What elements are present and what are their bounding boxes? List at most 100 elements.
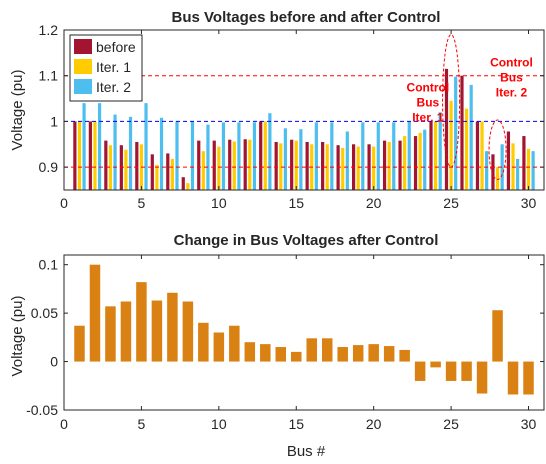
- chart1-bar: [367, 144, 371, 190]
- chart2-bar: [229, 325, 240, 362]
- voltage-chart: Bus Voltages before and after Control Vo…: [9, 9, 545, 211]
- chart1-xtick-label: 0: [60, 195, 68, 211]
- chart1-bar: [237, 122, 241, 190]
- chart1-bar: [434, 121, 438, 190]
- chart2-bar: [523, 361, 534, 395]
- legend-label: before: [96, 39, 136, 55]
- chart1-bar: [252, 122, 257, 190]
- chart1-bar: [495, 167, 500, 190]
- chart2-bar: [89, 264, 101, 362]
- chart2-bar: [445, 361, 457, 381]
- chart2-ytick-label: 0.1: [39, 257, 59, 273]
- chart1-bar: [135, 142, 139, 190]
- chart1-bar: [392, 122, 396, 190]
- chart1-bar: [283, 128, 287, 190]
- chart1-bar: [190, 121, 195, 190]
- chart1-bar: [464, 108, 469, 190]
- chart1-bar: [444, 68, 449, 190]
- chart2-bar: [74, 325, 85, 362]
- chart1-bar: [206, 124, 210, 190]
- chart1-bar: [341, 147, 345, 190]
- chart2-bar: [352, 345, 364, 362]
- chart1-annotation: Control Bus Iter. 2: [490, 56, 533, 100]
- chart1-bar: [526, 148, 531, 190]
- chart1-bar: [413, 136, 418, 190]
- chart1-bar: [268, 113, 272, 190]
- chart1-bar: [201, 151, 205, 190]
- chart1-bar: [144, 103, 148, 190]
- legend-label: Iter. 1: [96, 59, 131, 75]
- chart2-ylabel: Voltage (pu): [9, 296, 26, 377]
- chart1-plot-area: [63, 29, 545, 191]
- chart2-bar: [383, 346, 395, 362]
- chart1-bar: [345, 131, 349, 190]
- chart2-bar: [291, 351, 302, 362]
- chart2-xtick-label: 15: [288, 416, 304, 432]
- chart2-bar: [306, 338, 317, 362]
- chart1-bar: [454, 76, 458, 190]
- chart2-xtick-label: 5: [138, 416, 146, 432]
- legend-swatch: [74, 79, 92, 94]
- chart1-annotation: Control Bus Iter. 1: [407, 81, 450, 125]
- chart1-bar: [460, 75, 464, 190]
- chart2-bar: [198, 322, 209, 362]
- chart1-bar: [500, 144, 504, 190]
- chart1-bar: [376, 122, 380, 190]
- chart1-highlight-ellipse: [488, 119, 507, 180]
- chart1-bar: [403, 136, 407, 190]
- chart1-bar: [361, 122, 365, 190]
- chart1-bar: [469, 84, 473, 190]
- chart1-bar: [124, 149, 128, 190]
- chart2-xlabel: Bus #: [287, 443, 326, 460]
- chart1-bar: [93, 121, 97, 190]
- chart1-bar: [299, 129, 303, 190]
- chart1-bar: [150, 154, 154, 190]
- chart1-legend: before Iter. 1 Iter. 2: [69, 34, 143, 102]
- chart2-bar: [260, 344, 271, 362]
- chart2-xtick-label: 25: [443, 416, 459, 432]
- chart1-bar: [475, 121, 480, 190]
- chart2-bar: [244, 342, 256, 362]
- chart2-bar: [368, 344, 379, 362]
- chart2-bar: [105, 306, 116, 362]
- chart1-bar: [305, 142, 309, 190]
- chart1-bar: [170, 158, 174, 190]
- chart1-xtick-label: 5: [138, 195, 146, 211]
- chart1-bar: [398, 140, 402, 190]
- chart1-bar: [232, 141, 236, 190]
- chart2-bar: [136, 282, 147, 362]
- chart1-bar: [243, 139, 247, 190]
- chart1-xtick-label: 20: [366, 195, 382, 211]
- chart2-bar: [120, 301, 132, 362]
- chart2-ytick-label: -0.05: [26, 402, 58, 418]
- chart2-bar: [167, 292, 178, 362]
- chart1-bar: [212, 140, 216, 190]
- chart2-plot-area: [63, 254, 545, 411]
- chart1-bar: [104, 140, 108, 190]
- chart2-xtick-label: 10: [211, 416, 227, 432]
- chart1-bar: [259, 121, 263, 190]
- chart1-bar: [429, 121, 433, 190]
- chart1-bar: [480, 121, 484, 190]
- chart2-bar: [182, 301, 194, 362]
- chart2-bar: [399, 349, 410, 362]
- chart1-bar: [506, 131, 511, 190]
- chart1-bar: [321, 142, 325, 190]
- chart1-bar: [128, 116, 133, 190]
- chart2-bar: [414, 361, 426, 381]
- chart1-bar: [290, 139, 294, 190]
- chart1-bar: [166, 153, 170, 190]
- chart2-bar: [151, 300, 163, 362]
- chart2-bar: [507, 361, 519, 395]
- legend-swatch: [74, 39, 92, 54]
- chart1-ytick-label: 0.9: [39, 159, 59, 175]
- chart1-bar: [228, 139, 232, 190]
- chart1-bar: [175, 121, 179, 190]
- chart2-ytick-label: 0.05: [31, 305, 58, 321]
- chart2-bar: [337, 347, 348, 362]
- chart2-ytick-label: 0: [50, 354, 58, 370]
- chart1-ytick-label: 1.1: [39, 68, 59, 84]
- chart1-bar: [197, 140, 201, 190]
- chart1-bar: [181, 177, 185, 190]
- chart2-xtick-label: 30: [521, 416, 537, 432]
